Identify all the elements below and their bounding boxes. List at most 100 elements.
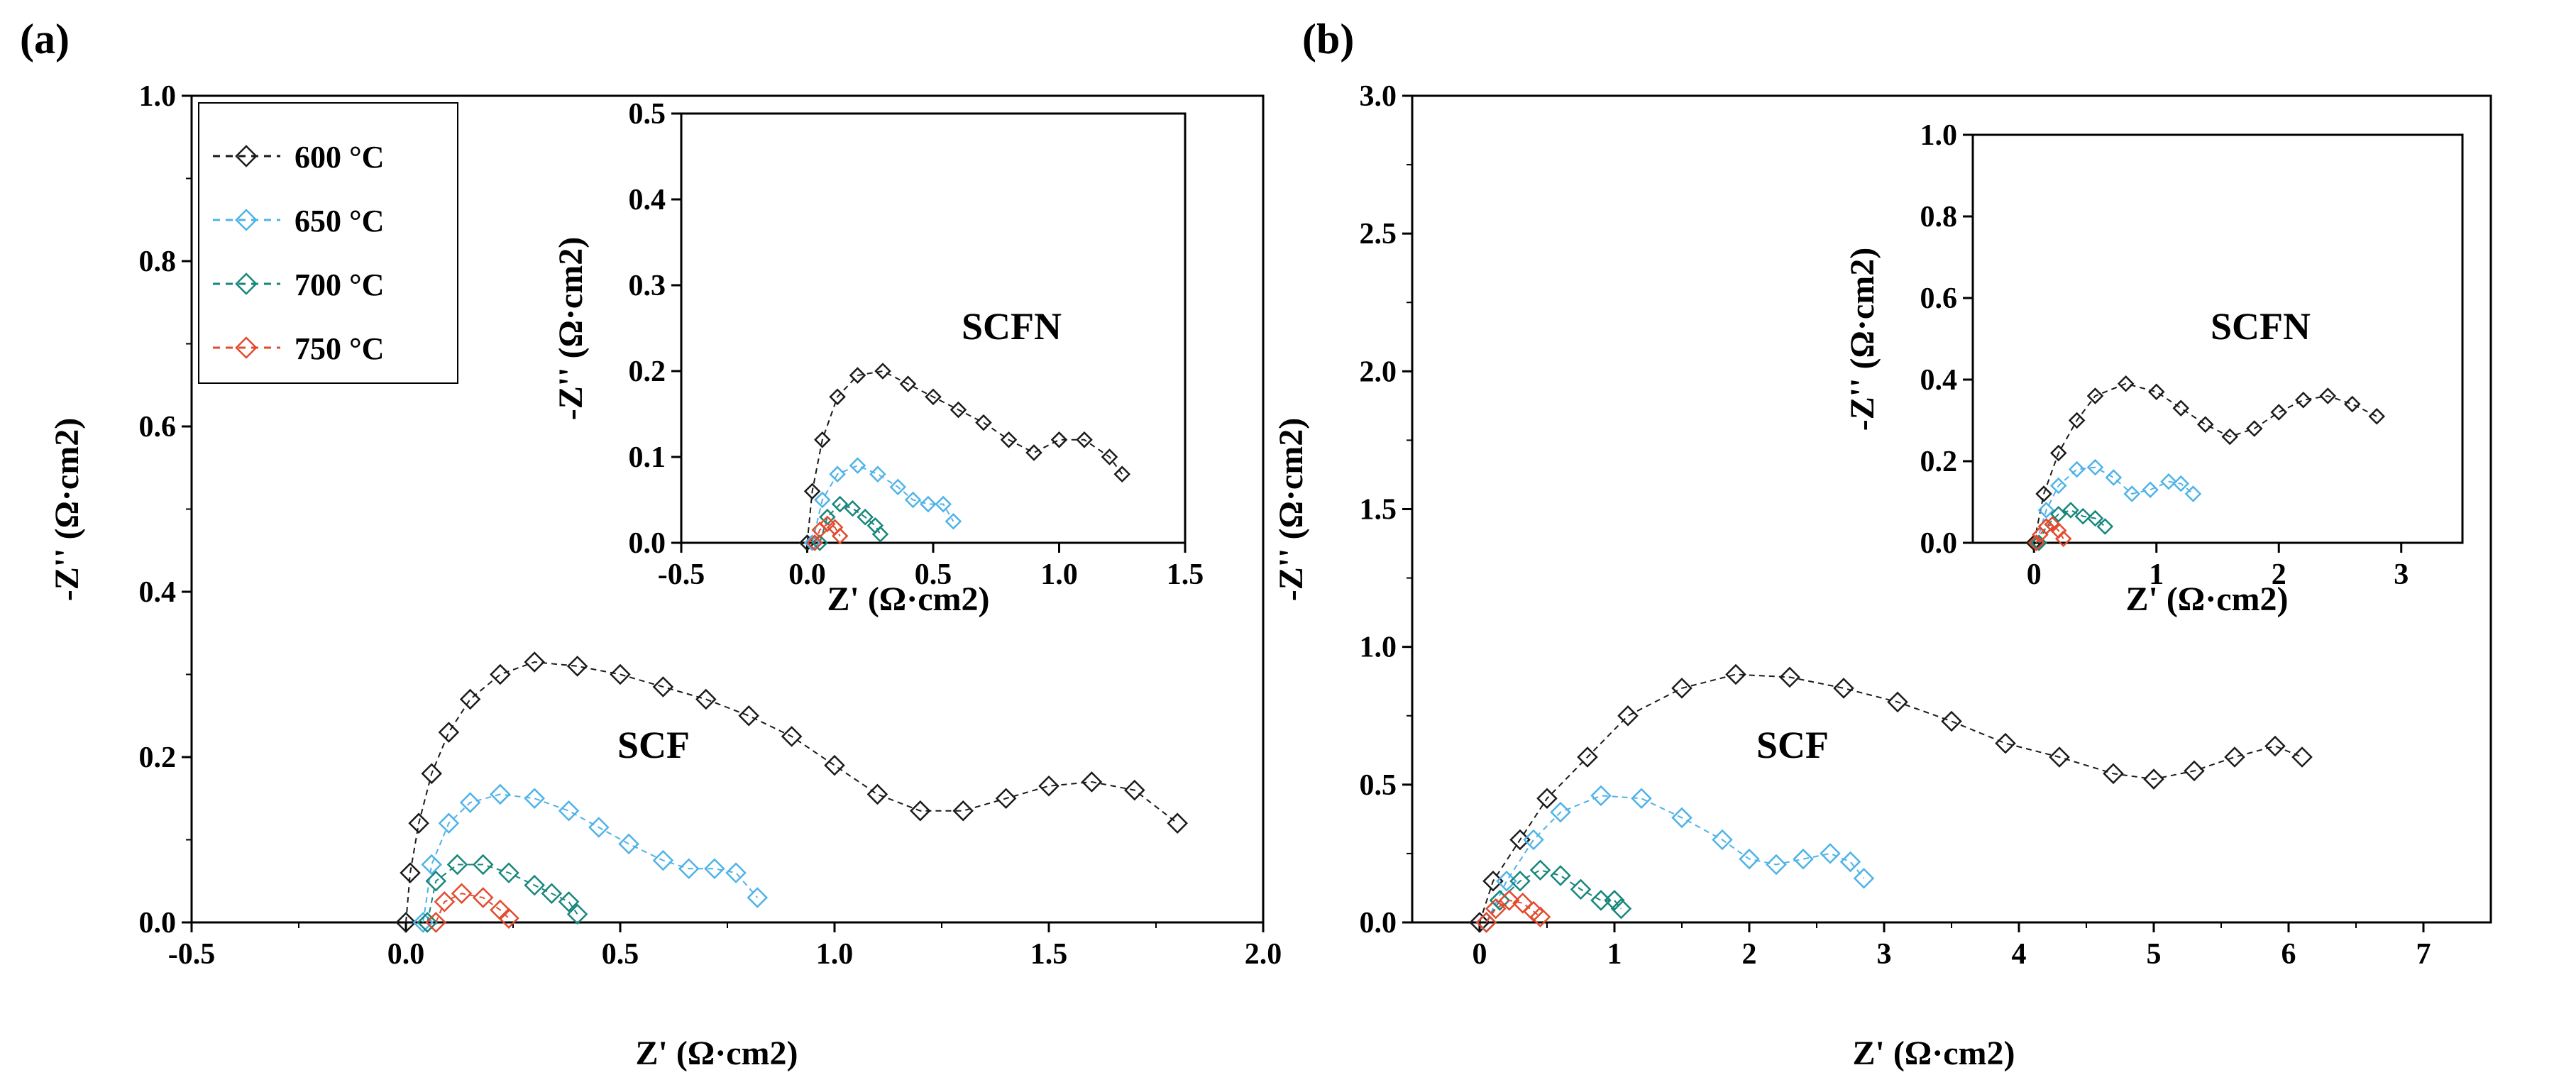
series-a-main-600-oC [395,651,1188,933]
series-a-inset-600-oC [798,363,1131,551]
data-point [781,726,803,747]
data-point [819,515,836,533]
series-b-inset-650-oC [2027,458,2202,551]
data-point [1577,746,1598,768]
series-b-inset-600-oC [2025,375,2386,551]
data-point [798,534,816,551]
data-point [446,854,468,876]
data-point [541,883,563,904]
data-point [1995,732,2016,754]
data-point [1671,678,1692,699]
legend-box [198,102,458,384]
y-axis-label-b-inset: -Z'' (Ω·cm2) [1844,248,1881,431]
x-tick-label-a-main: 1.5 [1030,938,1068,971]
data-point [814,491,831,509]
panel-label-b: (b) [1302,16,1354,62]
data-point [747,887,769,908]
y-tick-label-a-inset: 0.4 [629,184,666,216]
data-point [588,817,610,838]
data-point [1712,829,1733,851]
data-point [995,788,1017,810]
y-tick-label-a-inset: 0.2 [629,355,666,388]
data-point [1529,859,1551,881]
data-point [1167,812,1188,834]
plot-frame-a-inset [680,112,1187,544]
data-point [472,887,494,908]
series-line [811,465,954,544]
data-point [1485,898,1507,920]
annotation-scfn-b: SCFN [2211,305,2311,348]
data-point [849,367,866,384]
y-tick-label-b-main: 2.5 [1360,218,1397,250]
data-point [2147,383,2165,401]
data-point [459,792,481,813]
y-tick-label-b-main: 1.5 [1360,494,1397,526]
annotation-scf-a: SCF [617,724,690,766]
data-point [1887,691,1908,713]
x-tick-label-b-inset: 2 [2272,558,2286,591]
data-point [524,651,545,673]
x-axis-label-b-main: Z' (Ω·cm2) [1852,1035,2015,1072]
data-point [2030,534,2047,551]
data-point [472,854,494,876]
data-point [704,858,725,880]
data-point [831,495,849,513]
legend-marker-700 [235,272,258,295]
x-tick-label-a-inset: 0.0 [788,558,826,591]
data-point [1076,431,1093,448]
y-tick-label-a-main: 0.2 [139,741,177,774]
series-b-main-650-oC [1475,785,1875,933]
x-tick-label-b-main: 4 [2012,938,2027,971]
data-point [2068,460,2086,478]
data-point [829,465,846,482]
data-point [498,862,519,883]
data-point [490,663,511,685]
data-point [874,363,891,380]
data-point [2096,518,2114,535]
data-point [2037,518,2055,535]
data-point [425,912,447,933]
data-point [2294,391,2312,409]
data-point [1617,705,1639,727]
data-point [2035,485,2052,502]
y-tick-label-b-inset: 0.2 [1920,446,1958,478]
data-point [1941,710,1962,732]
data-point [498,908,519,929]
data-point [1512,893,1534,914]
y-tick-label-a-main: 0.4 [139,576,177,609]
data-point [1839,851,1861,873]
x-tick-label-b-inset: 1 [2149,558,2164,591]
data-point [610,663,631,685]
x-tick-label-b-main: 0 [1473,938,1487,971]
y-tick-label-b-main: 1.0 [1360,632,1397,664]
data-point [866,783,888,805]
data-point [1550,865,1571,886]
data-point [1000,431,1018,448]
data-point [950,401,967,419]
data-point [1529,906,1551,928]
y-axis-label-a-inset: -Z'' (Ω·cm2) [552,237,590,420]
series-line [2038,509,2106,544]
data-point [889,478,907,496]
data-point [738,705,759,727]
y-tick-label-a-main: 1.0 [139,80,177,113]
data-point [1113,465,1131,482]
legend-label-750: 750 °C [295,331,384,366]
data-point [1853,868,1875,889]
legend-entry-750: 750 °C [213,331,384,366]
data-point [434,891,456,912]
data-point [2184,485,2202,502]
data-point [952,800,974,822]
series-b-main-600-oC [1469,663,2313,933]
x-tick-label-b-inset: 0 [2027,558,2042,591]
data-point [925,388,942,406]
data-point [1570,878,1592,900]
y-tick-label-b-inset: 1.0 [1920,119,1958,152]
legend-entry-650: 650 °C [213,204,384,238]
data-point [1725,663,1746,685]
data-point [678,858,700,880]
data-point [566,903,588,925]
data-point [1509,870,1531,892]
data-point [652,849,674,871]
data-point [1489,890,1511,911]
